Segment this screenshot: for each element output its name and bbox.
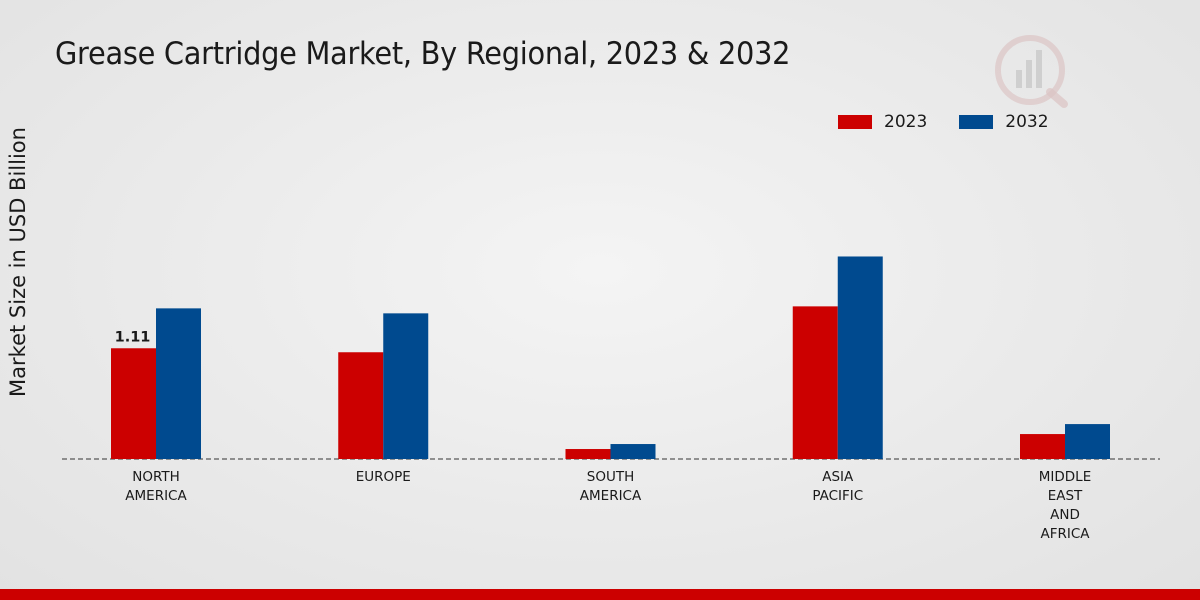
legend: 2023 2032 [838, 112, 1081, 132]
x-tick-europe: EUROPE [356, 469, 411, 485]
legend-swatch-2032 [959, 115, 994, 129]
bar-middle-east-and-africa-2032 [1065, 424, 1110, 459]
x-tick-middle-east-and-africa: MIDDLE EAST AND AFRICA [1039, 469, 1091, 542]
bar-asia-pacific-2032 [837, 256, 883, 459]
bottom-accent-bar [0, 589, 1200, 600]
x-tick-south-america: SOUTH AMERICA [580, 469, 642, 504]
legend-label-2023: 2023 [884, 112, 928, 132]
bar-north-america-2023 [111, 348, 156, 459]
bar-asia-pacific-2023 [792, 306, 838, 459]
data-label-north-america-2023: 1.11 [115, 329, 151, 345]
legend-label-2032: 2032 [1005, 112, 1049, 132]
legend-swatch-2023 [838, 115, 872, 129]
legend-item-2032: 2032 [959, 112, 1049, 132]
bar-europe-2032 [383, 313, 429, 459]
watermark-logo [995, 35, 1068, 108]
x-tick-north-america: NORTH AMERICA [125, 469, 187, 504]
bar-north-america-2032 [156, 308, 201, 459]
legend-item-2023: 2023 [838, 112, 927, 132]
bar-south-america-2023 [565, 449, 611, 459]
bar-south-america-2032 [610, 444, 656, 459]
chart-title: Grease Cartridge Market, By Regional, 20… [55, 36, 791, 72]
x-tick-asia-pacific: ASIA PACIFIC [812, 469, 863, 504]
bar-europe-2023 [338, 352, 384, 459]
bar-middle-east-and-africa-2023 [1020, 434, 1065, 459]
